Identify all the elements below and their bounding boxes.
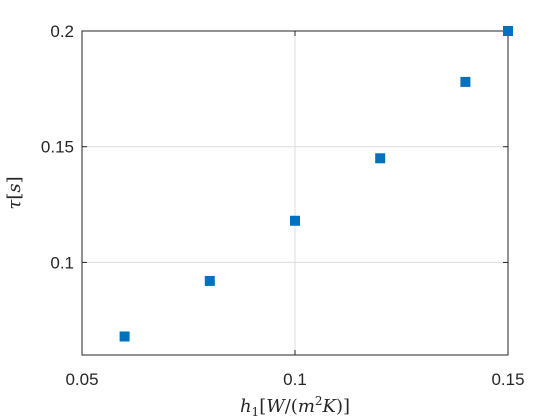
y-axis-ticks: 0.1 0.15 0.2 (41, 22, 508, 272)
x-tick-label: 0.15 (491, 370, 524, 389)
data-points (119, 26, 513, 342)
x-tick-label: 0.1 (283, 370, 307, 389)
data-point (119, 331, 130, 342)
data-point (503, 26, 513, 36)
y-tick-label: 0.1 (50, 253, 74, 272)
x-axis-label: h1[W/(m2K)] (240, 394, 350, 419)
x-tick-label: 0.05 (65, 370, 98, 389)
y-tick-label: 0.2 (50, 22, 74, 41)
data-point (460, 76, 471, 87)
data-point (204, 275, 215, 286)
data-point (290, 215, 300, 226)
y-tick-label: 0.15 (41, 138, 74, 157)
x-axis-ticks: 0.05 0.1 0.15 (65, 31, 525, 389)
data-point (375, 153, 386, 164)
y-axis-label: τ[s] (4, 176, 25, 209)
